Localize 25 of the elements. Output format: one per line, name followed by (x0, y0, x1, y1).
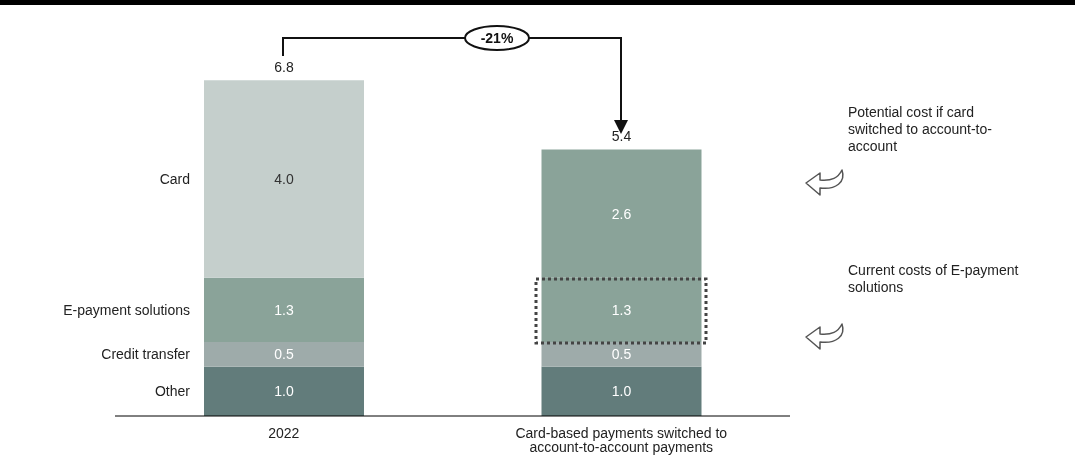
data-label: 4.0 (274, 171, 294, 188)
data-label: 0.5 (611, 346, 632, 363)
data-label: 0.5 (274, 346, 294, 363)
data-label: 2.6 (611, 205, 632, 222)
series-label: Card (159, 171, 190, 188)
bar (204, 341, 364, 367)
text: Potential cost if card switched to account-to-account (848, 104, 993, 155)
bar (204, 80, 364, 278)
total-label: 6.8 (274, 59, 294, 76)
total-label: 5.4 (611, 128, 632, 145)
data-label: 1.0 (274, 383, 294, 400)
text: -21% (480, 30, 514, 46)
bar (204, 277, 364, 342)
bar (541, 341, 702, 367)
x-tick-label: Card-based payments switched to account-to-account payments (515, 424, 728, 455)
data-label: 1.3 (274, 301, 294, 318)
data-label: 1.3 (611, 301, 632, 318)
series-label: E-payment solutions (63, 301, 190, 318)
series-label: Credit transfer (101, 346, 191, 363)
series-label: Other (154, 383, 191, 400)
x-tick-label: 2022 (268, 424, 300, 441)
data-label: 1.0 (611, 383, 632, 400)
text: Current costs of E-payment solutions (848, 262, 1020, 296)
bar (541, 366, 702, 416)
bar (204, 366, 364, 416)
